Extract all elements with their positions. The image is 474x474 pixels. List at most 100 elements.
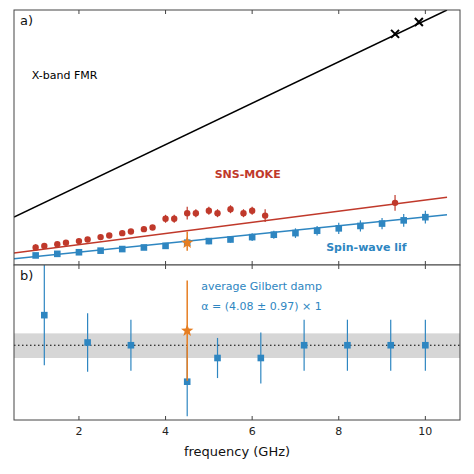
- fit-line: [14, 215, 447, 259]
- data-point: [32, 244, 38, 250]
- data-point: [171, 216, 177, 222]
- x-axis-label: frequency (GHz): [184, 444, 290, 459]
- plot-area: [14, 265, 460, 416]
- panel-title: a): [20, 13, 33, 28]
- data-point: [84, 236, 90, 242]
- x-tick-label: 2: [75, 425, 82, 438]
- panel: [14, 10, 460, 265]
- annotation: Spin-wave lif: [326, 241, 407, 254]
- data-point: [240, 210, 246, 216]
- data-point: [391, 30, 399, 38]
- point-series: [32, 211, 428, 259]
- annotation: SNS-MOKE: [215, 168, 281, 181]
- data-point: [128, 342, 135, 349]
- data-point: [54, 251, 61, 258]
- x-tick: [165, 265, 166, 269]
- x-tick: [165, 261, 166, 265]
- plot-background: [14, 10, 460, 265]
- x-tick: [165, 416, 166, 420]
- annotation: X-band FMR: [32, 69, 98, 82]
- data-point: [214, 355, 221, 362]
- x-tick: [338, 416, 339, 420]
- x-tick: [252, 265, 253, 269]
- x-tick-label: 10: [418, 425, 432, 438]
- data-point: [128, 228, 134, 234]
- data-point: [141, 244, 148, 251]
- data-point: [97, 247, 104, 254]
- annotation: α = (4.08 ± 0.97) × 1: [201, 300, 321, 313]
- plot-area: [14, 10, 447, 259]
- x-tick: [425, 416, 426, 420]
- data-point: [84, 339, 91, 346]
- data-point: [392, 200, 398, 206]
- data-point: [32, 252, 39, 259]
- point-series: [181, 232, 193, 251]
- data-point: [422, 342, 429, 349]
- x-tick: [78, 261, 79, 265]
- data-point: [227, 236, 234, 243]
- data-point: [184, 210, 190, 216]
- x-tick: [78, 416, 79, 420]
- plot-background: [14, 265, 460, 420]
- x-tick-label: 8: [335, 425, 342, 438]
- data-point: [249, 234, 256, 241]
- data-point: [41, 312, 48, 319]
- data-point: [301, 342, 308, 349]
- chart: a) X-band FMR SNS-MOKE Spin-wave lif 2 4 6 8 10 b…: [0, 0, 474, 474]
- data-point: [335, 225, 342, 232]
- x-tick: [78, 10, 79, 14]
- data-point: [106, 232, 112, 238]
- data-point: [162, 243, 169, 250]
- x-tick: [425, 10, 426, 14]
- data-point: [415, 18, 423, 26]
- data-point: [162, 216, 168, 222]
- x-tick: [78, 265, 79, 269]
- shaded-band: [14, 333, 460, 358]
- data-point: [379, 220, 386, 227]
- data-point: [181, 324, 193, 336]
- annotation: average Gilbert damp: [201, 280, 322, 293]
- x-tick: [338, 10, 339, 14]
- data-point: [119, 230, 125, 236]
- x-tick: [338, 265, 339, 269]
- x-tick-label: 4: [162, 425, 169, 438]
- x-tick: [165, 10, 166, 14]
- data-point: [76, 249, 83, 256]
- x-tick: [252, 416, 253, 420]
- data-point: [262, 212, 268, 218]
- x-tick: [425, 265, 426, 269]
- fit-line: [14, 197, 447, 253]
- data-point: [227, 206, 233, 212]
- x-tick-label: 6: [249, 425, 256, 438]
- data-point: [97, 234, 103, 240]
- fit-line: [14, 10, 447, 217]
- data-point: [292, 230, 299, 237]
- data-point: [258, 355, 265, 362]
- data-point: [193, 210, 199, 216]
- data-point: [344, 342, 351, 349]
- data-point: [141, 226, 147, 232]
- panel-title: b): [20, 268, 33, 283]
- data-point: [206, 238, 213, 245]
- data-point: [214, 210, 220, 216]
- plot-frame: [14, 10, 460, 265]
- point-series: [391, 18, 423, 38]
- x-tick: [338, 261, 339, 265]
- data-point: [249, 208, 255, 214]
- data-point: [271, 231, 278, 238]
- point-series: [181, 281, 193, 381]
- data-point: [387, 342, 394, 349]
- panel: [14, 265, 460, 420]
- data-point: [76, 238, 82, 244]
- plot-frame: [14, 265, 460, 420]
- data-point: [181, 236, 193, 248]
- data-point: [119, 246, 126, 253]
- data-point: [357, 223, 364, 230]
- data-point: [54, 241, 60, 247]
- data-point: [63, 239, 69, 245]
- data-point: [206, 208, 212, 214]
- data-point: [314, 227, 321, 234]
- point-series: [41, 265, 429, 416]
- x-tick: [425, 261, 426, 265]
- x-tick: [252, 10, 253, 14]
